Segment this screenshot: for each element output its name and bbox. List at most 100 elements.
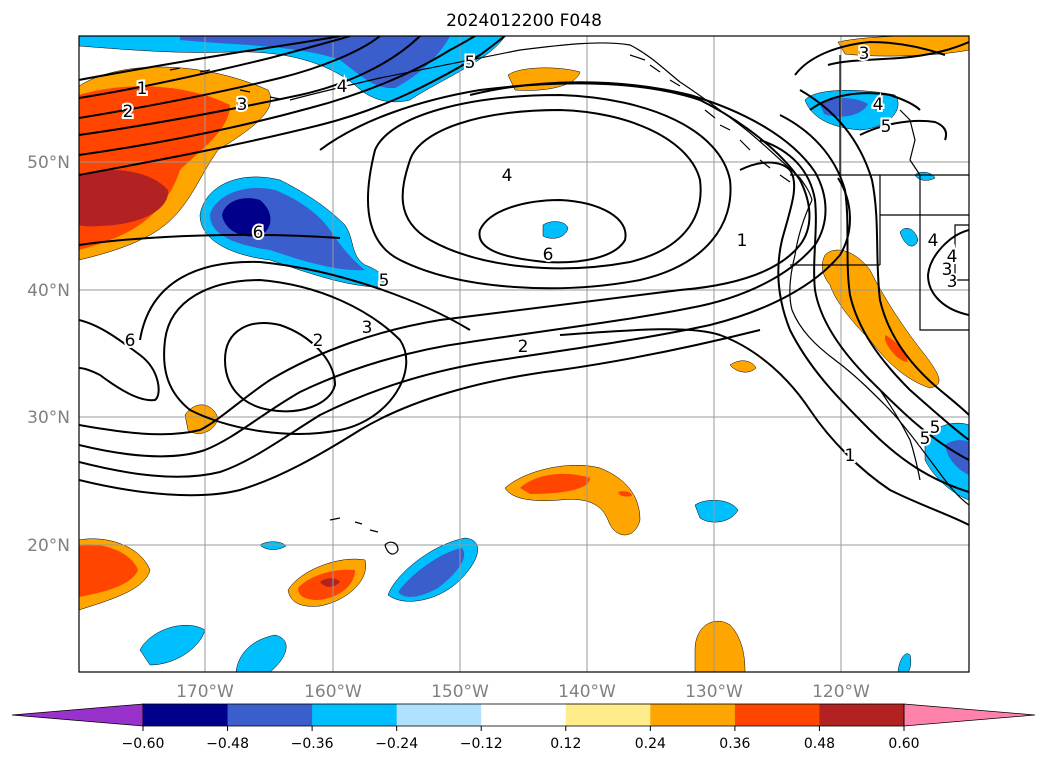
colorbar-segment xyxy=(481,704,567,726)
contour-east-edge-ring xyxy=(926,229,969,316)
contour-label: 6 xyxy=(543,245,554,265)
contour-north-2 xyxy=(79,36,351,99)
colorbar-tick-label: −0.60 xyxy=(122,736,165,752)
contour-label: 3 xyxy=(362,318,373,338)
lat-label-50: 50°N xyxy=(27,153,70,173)
contour-label: 3 xyxy=(947,272,958,292)
map-content: 1 2 3 3 4 4 5 5 6 6 2 3 5 6 4 2 1 1 4 3 … xyxy=(79,36,969,672)
contour-north-3 xyxy=(79,36,381,119)
contour-east-3 xyxy=(759,139,969,461)
contour-label: 1 xyxy=(845,446,856,466)
warm-anomaly-hawaii-west-peak xyxy=(320,578,340,587)
cold-anomaly-pacific-center xyxy=(542,221,569,239)
aleutian-islands xyxy=(169,67,281,100)
latitude-labels: 50°N 40°N 30°N 20°N xyxy=(27,153,70,556)
lon-label-170w: 170°W xyxy=(176,682,234,702)
colorbar-segment xyxy=(650,704,736,726)
warm-anomaly-west-peak xyxy=(79,170,169,227)
anomaly-fills xyxy=(79,36,969,672)
colorbar-segment xyxy=(396,704,482,726)
warm-anomaly-southwest-core xyxy=(79,544,138,597)
contour-label: 3 xyxy=(859,44,870,64)
colorbar-tick-label: −0.24 xyxy=(375,736,418,752)
contour-northeast-ring-4 xyxy=(809,92,921,111)
contour-lo-ring-1 xyxy=(223,322,337,413)
contour-label: 4 xyxy=(502,166,513,186)
contour-east-5 xyxy=(799,89,969,416)
contour-gyre-4 xyxy=(79,329,761,497)
contour-label: 5 xyxy=(379,271,390,291)
map-frame xyxy=(78,35,970,673)
cold-anomaly-south-4 xyxy=(897,653,912,672)
contour-north-1 xyxy=(79,36,341,81)
contour-east-4 xyxy=(779,114,969,441)
longitude-labels: 170°W 160°W 150°W 140°W 130°W 120°W xyxy=(176,682,870,702)
contour-north-5 xyxy=(79,36,476,156)
warm-anomaly-south-east xyxy=(694,620,746,672)
lon-label-150w: 150°W xyxy=(431,682,489,702)
graticule xyxy=(79,36,969,672)
contour-east-1 xyxy=(559,328,969,526)
contour-label: 1 xyxy=(737,231,748,251)
contour-label: 5 xyxy=(881,117,892,137)
contour-north-4 xyxy=(79,36,421,136)
cold-anomaly-central-west-core xyxy=(222,198,271,237)
lon-label-130w: 130°W xyxy=(685,682,743,702)
contour-northeast-ring-outer xyxy=(827,41,969,66)
colorbar-tick-label: 0.36 xyxy=(719,736,750,752)
contour-east-2 xyxy=(739,161,969,493)
contour-westward-6 xyxy=(79,233,341,246)
coast-us-west xyxy=(789,199,969,506)
colorbar-segment xyxy=(565,704,651,726)
contour-label: 4 xyxy=(947,247,958,267)
contour-label: 5 xyxy=(465,53,476,73)
contour-label: 5 xyxy=(930,418,941,438)
contour-label: 1 xyxy=(137,79,148,99)
contour-gyre-outer xyxy=(79,82,811,436)
colorbar-tick-label: −0.36 xyxy=(291,736,334,752)
contour-label: 6 xyxy=(125,331,136,351)
colorbar-tick-label: 0.24 xyxy=(635,736,666,752)
contour-label: 5 xyxy=(920,429,931,449)
contour-label: 2 xyxy=(518,337,529,357)
colorbar-tick-label: −0.12 xyxy=(460,736,503,752)
lat-label-20: 20°N xyxy=(27,536,70,556)
lon-label-140w: 140°W xyxy=(558,682,616,702)
canada-provinces xyxy=(839,55,921,176)
contour-northeast-ring-3 xyxy=(794,40,946,76)
colorbar-tick-label: 0.60 xyxy=(888,736,919,752)
cold-anomaly-north-core xyxy=(180,36,450,89)
contour-northeast-ring-5 xyxy=(859,119,948,141)
contour-label: 6 xyxy=(253,223,264,243)
warm-anomaly-small-east xyxy=(729,360,757,373)
contour-labels: 1 2 3 3 4 4 5 5 6 6 2 3 5 6 4 2 1 1 4 3 … xyxy=(121,42,960,468)
colorbar-segment xyxy=(734,704,820,726)
cold-anomaly-hawaii-east-core xyxy=(398,548,465,597)
colorbar-tick-label: 0.48 xyxy=(804,736,835,752)
cold-anomaly-south-2 xyxy=(235,634,287,672)
lat-label-40: 40°N xyxy=(27,281,70,301)
coast-alaska xyxy=(289,42,813,201)
contour-west-6 xyxy=(79,319,160,402)
warm-anomaly-california xyxy=(822,249,940,389)
contour-label: 2 xyxy=(313,331,324,351)
lon-label-160w: 160°W xyxy=(304,682,362,702)
map-title: 2024012200 F048 xyxy=(446,11,602,31)
contour-gyre-3 xyxy=(79,177,851,478)
colorbar-segment xyxy=(143,704,229,726)
contour-hi-ring-1 xyxy=(401,108,702,270)
contour-label: 4 xyxy=(928,231,939,251)
contour-hi-ring-2 xyxy=(366,93,732,290)
colorbar-segment xyxy=(819,704,905,726)
hawaii-islands xyxy=(329,517,399,555)
contour-label: 4 xyxy=(337,77,348,97)
contour-label: 3 xyxy=(942,260,953,280)
colorbar-segment xyxy=(227,704,313,726)
contour-label: 3 xyxy=(237,95,248,115)
colorbar: −0.60 −0.48 −0.36 −0.24 −0.12 0.12 0.24 0.36 0.4… xyxy=(11,703,1036,752)
contour-north-6 xyxy=(79,36,506,176)
lon-label-120w: 120°W xyxy=(812,682,870,702)
cold-anomaly-south-5 xyxy=(899,228,919,247)
